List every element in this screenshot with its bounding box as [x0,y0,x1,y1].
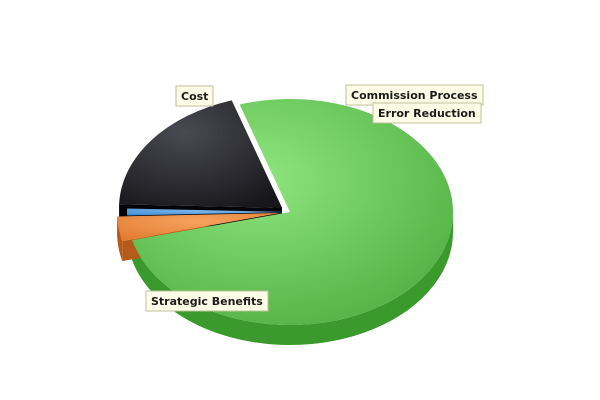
pie-slice-strategic-benefits[interactable] [132,99,453,326]
pie-label-text: Cost [181,90,208,103]
pie-label-text: Error Reduction [378,107,476,120]
pie-label-text: Strategic Benefits [151,295,263,308]
pie-slice-commission-process[interactable] [127,208,290,216]
pie-label-box [145,290,269,312]
pie-tops [117,99,453,326]
pie-label-text: Commission Process [351,89,478,102]
pie-slice-error-reduction[interactable] [119,100,283,208]
pie-label: Error Reduction [372,102,482,124]
pie-slice-side [132,212,453,345]
pie-labels: Strategic Benefits Cost Commission Process… [145,84,484,312]
pie-label: Commission Process [345,84,484,106]
pie-label: Cost [175,85,214,107]
pie-slice-cost[interactable] [117,212,281,242]
pie-label-box [372,102,482,124]
pie-label: Strategic Benefits [145,290,269,312]
pie-label-box [175,85,214,107]
